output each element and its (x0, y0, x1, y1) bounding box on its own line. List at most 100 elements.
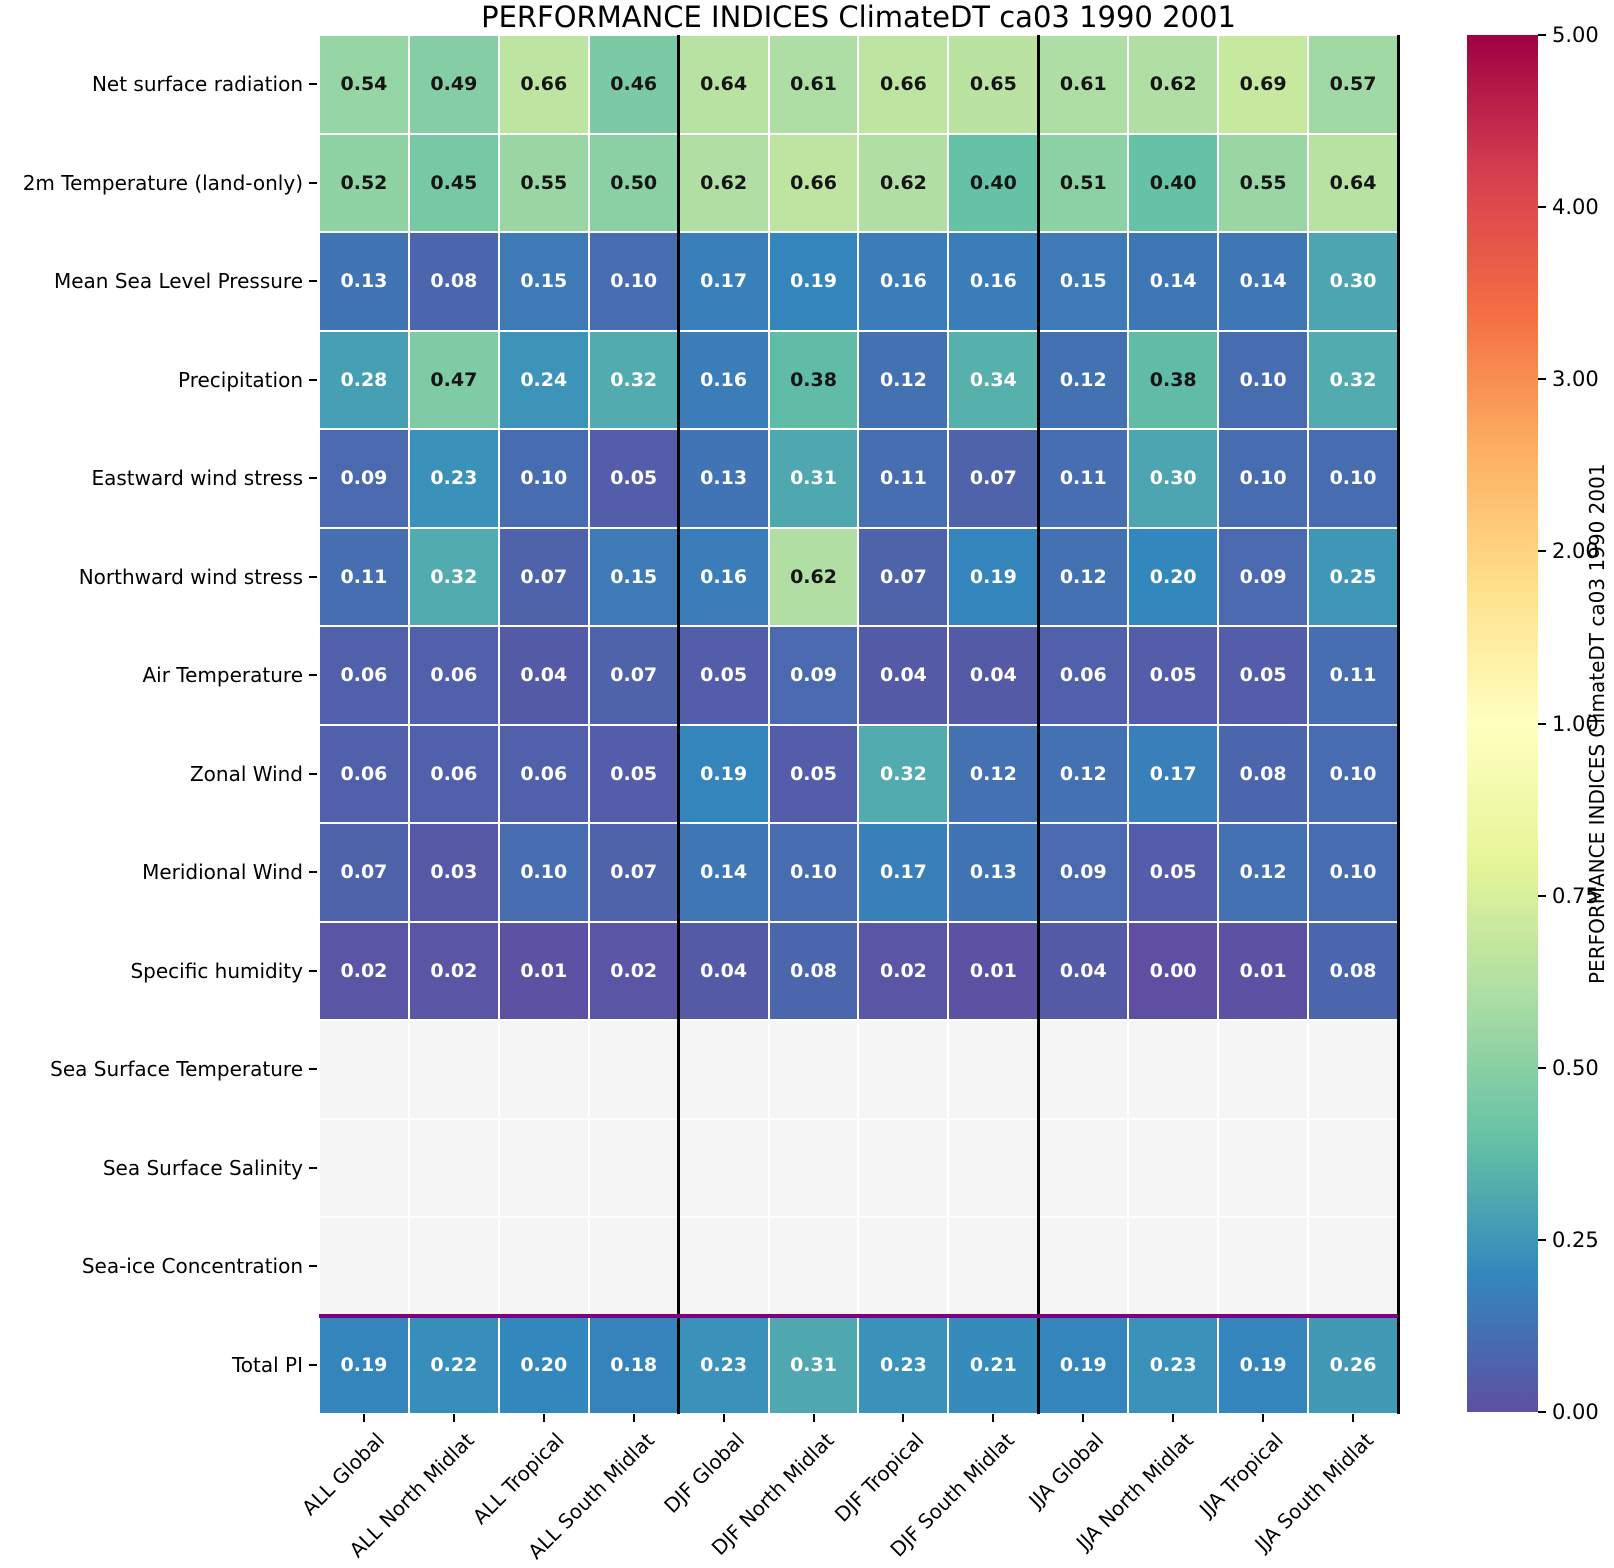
y-tick-mark (309, 674, 317, 677)
heatmap-cell (678, 1217, 769, 1316)
heatmap-cell: 0.04 (858, 626, 949, 725)
heatmap-cell: 0.62 (678, 133, 769, 232)
heatmap-cell: 0.04 (948, 626, 1039, 725)
heatmap-cell (1218, 1118, 1309, 1217)
heatmap-cell (858, 1020, 949, 1119)
heatmap-cell: 0.19 (768, 232, 859, 331)
column-label: DJF Tropical (829, 1428, 929, 1527)
colorbar-tick-mark (1538, 1411, 1546, 1413)
heatmap-cell: 0.13 (319, 232, 409, 331)
heatmap-cell: 0.14 (1128, 232, 1219, 331)
heatmap-cell: 0.16 (948, 232, 1039, 331)
heatmap-grid: 0.54 0.49 0.66 0.46 0.64 0.61 0.66 0.65 0.61 0.62… (319, 35, 1398, 1414)
heatmap-cell: 0.01 (498, 921, 589, 1020)
heatmap-cell: 0.08 (1218, 724, 1309, 823)
heatmap-cell: 0.08 (768, 921, 859, 1020)
colorbar-tick-label: 0.25 (1552, 1227, 1599, 1252)
y-tick-mark (309, 477, 317, 480)
heatmap-cell: 0.52 (319, 133, 409, 232)
heatmap-cell: 0.06 (1038, 626, 1129, 725)
row-label: Total PI (231, 1352, 303, 1377)
column-label: DJF Global (658, 1428, 749, 1518)
heatmap-cell: 0.07 (588, 626, 679, 725)
colorbar-tick-label: 0.50 (1552, 1055, 1599, 1080)
column-label: JJA Global (1023, 1428, 1109, 1513)
heatmap-cell: 0.02 (319, 921, 409, 1020)
y-tick-mark (309, 280, 317, 283)
heatmap-cell (588, 1020, 679, 1119)
heatmap-cell: 0.40 (1128, 133, 1219, 232)
heatmap-cell: 0.10 (498, 429, 589, 528)
heatmap-cell (1128, 1217, 1219, 1316)
heatmap-cell: 0.07 (588, 823, 679, 922)
colorbar-tick-mark (1538, 722, 1546, 725)
x-tick-mark (812, 1414, 815, 1422)
heatmap-cell: 0.26 (1308, 1315, 1398, 1414)
heatmap-cell: 0.69 (1218, 35, 1309, 134)
heatmap-cell: 0.23 (678, 1315, 769, 1414)
heatmap-cell: 0.05 (1128, 823, 1219, 922)
heatmap-cell (319, 1020, 409, 1119)
heatmap-cell: 0.20 (1128, 527, 1219, 626)
y-tick-mark (309, 83, 317, 86)
heatmap-cell: 0.55 (498, 133, 589, 232)
heatmap-cell (498, 1118, 589, 1217)
colorbar-tick-label: 5.00 (1552, 23, 1599, 47)
heatmap-cell: 0.04 (678, 921, 769, 1020)
heatmap-cell: 0.06 (408, 626, 499, 725)
heatmap-cell: 0.17 (1128, 724, 1219, 823)
y-tick-mark (309, 378, 317, 381)
row-label: Air Temperature (142, 663, 303, 688)
colorbar-tick-mark (1538, 894, 1546, 897)
heatmap-cell: 0.06 (498, 724, 589, 823)
heatmap-cell (768, 1020, 859, 1119)
heatmap-cell: 0.05 (1128, 626, 1219, 725)
heatmap-cell: 0.19 (1038, 1315, 1129, 1414)
colorbar-tick-label: 3.00 (1552, 367, 1599, 392)
heatmap-cell: 0.05 (588, 429, 679, 528)
heatmap-cell: 0.61 (1038, 35, 1129, 134)
heatmap-cell (1038, 1217, 1129, 1316)
x-tick-mark (362, 1414, 365, 1422)
heatmap-cell: 0.31 (768, 429, 859, 528)
heatmap-cell: 0.05 (588, 724, 679, 823)
heatmap-cell (588, 1118, 679, 1217)
heatmap-cell: 0.12 (1038, 724, 1129, 823)
column-group-separator-line (1036, 35, 1040, 1414)
heatmap-cell: 0.51 (1038, 133, 1129, 232)
heatmap-cell (948, 1020, 1039, 1119)
colorbar-tick-label: 0.00 (1552, 1400, 1599, 1424)
row-label: Zonal Wind (189, 761, 303, 786)
x-tick-mark (1262, 1414, 1265, 1422)
heatmap-cell: 0.16 (858, 232, 949, 331)
heatmap-cell: 0.15 (588, 527, 679, 626)
row-label: Sea Surface Salinity (102, 1155, 303, 1180)
heatmap-cell: 0.62 (858, 133, 949, 232)
x-tick-mark (632, 1414, 635, 1422)
heatmap-cell: 0.10 (1308, 724, 1398, 823)
heatmap-cell: 0.64 (1308, 133, 1398, 232)
heatmap-cell: 0.16 (678, 330, 769, 429)
row-label: Net surface radiation (91, 72, 303, 97)
heatmap-cell: 0.32 (1308, 330, 1398, 429)
y-tick-mark (309, 871, 317, 874)
heatmap-cell: 0.32 (588, 330, 679, 429)
heatmap-cell (858, 1118, 949, 1217)
heatmap-cell: 0.15 (1038, 232, 1129, 331)
heatmap-cell: 0.23 (1128, 1315, 1219, 1414)
heatmap-cell: 0.07 (319, 823, 409, 922)
heatmap-cell: 0.06 (408, 724, 499, 823)
heatmap-cell: 0.12 (858, 330, 949, 429)
heatmap-cell: 0.24 (498, 330, 589, 429)
heatmap-cell: 0.57 (1308, 35, 1398, 134)
heatmap-cell (678, 1118, 769, 1217)
heatmap-cell: 0.30 (1308, 232, 1398, 331)
row-label: Meridional Wind (142, 860, 303, 885)
colorbar-tick-mark (1538, 1066, 1546, 1069)
heatmap-cell: 0.11 (858, 429, 949, 528)
heatmap-cell: 0.07 (498, 527, 589, 626)
heatmap-cell: 0.12 (948, 724, 1039, 823)
row-label: Precipitation (177, 367, 303, 392)
heatmap-cell: 0.02 (858, 921, 949, 1020)
heatmap-cell (1308, 1118, 1398, 1217)
